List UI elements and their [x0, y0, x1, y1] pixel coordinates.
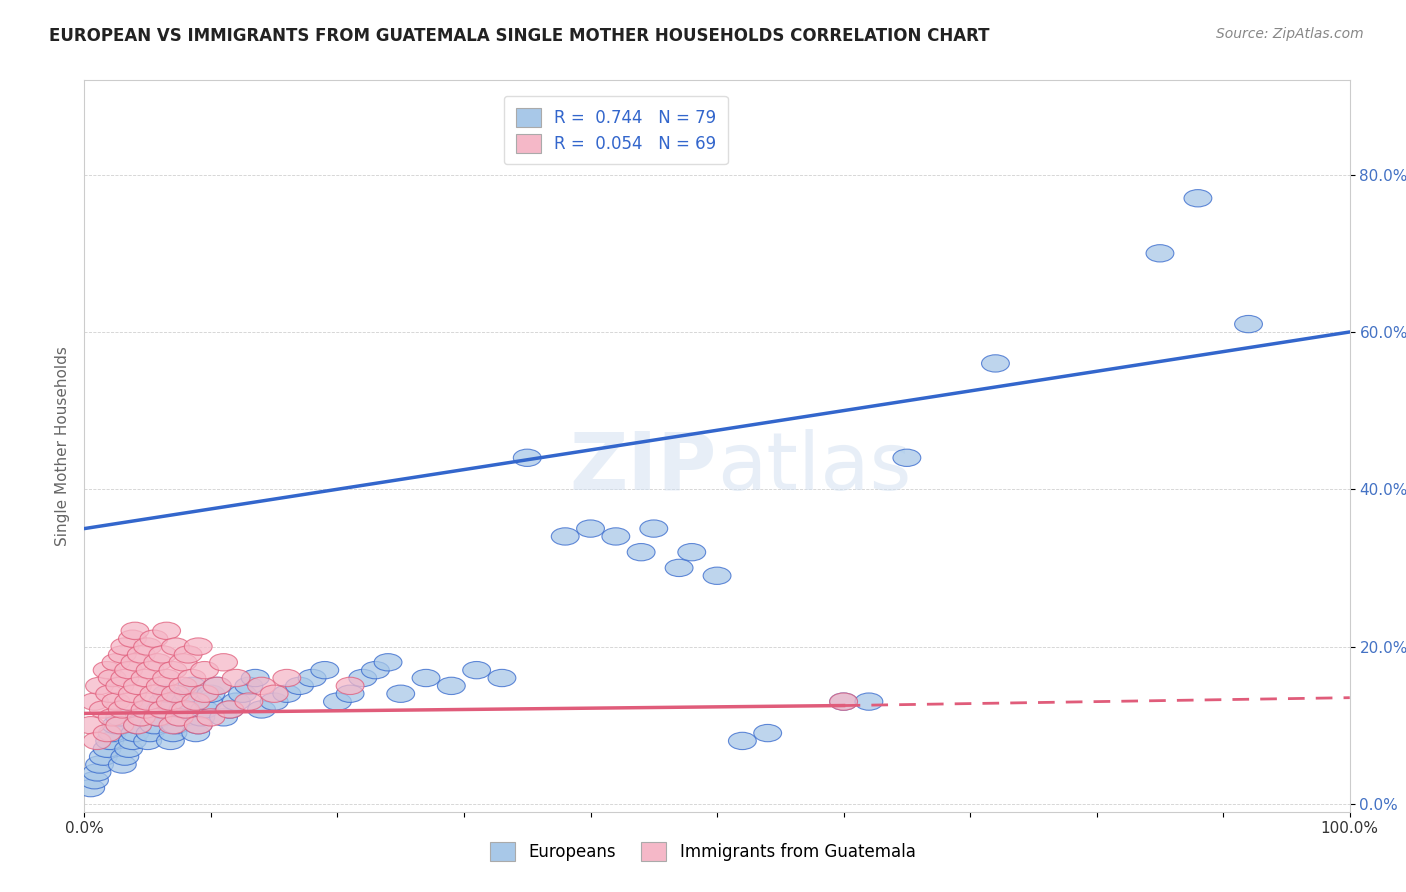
Text: Source: ZipAtlas.com: Source: ZipAtlas.com [1216, 27, 1364, 41]
Text: EUROPEAN VS IMMIGRANTS FROM GUATEMALA SINGLE MOTHER HOUSEHOLDS CORRELATION CHART: EUROPEAN VS IMMIGRANTS FROM GUATEMALA SI… [49, 27, 990, 45]
Legend: R =  0.744   N = 79, R =  0.054   N = 69: R = 0.744 N = 79, R = 0.054 N = 69 [503, 96, 728, 164]
Text: atlas: atlas [717, 429, 911, 507]
Y-axis label: Single Mother Households: Single Mother Households [55, 346, 70, 546]
Text: ZIP: ZIP [569, 429, 717, 507]
Legend: Europeans, Immigrants from Guatemala: Europeans, Immigrants from Guatemala [477, 829, 929, 875]
